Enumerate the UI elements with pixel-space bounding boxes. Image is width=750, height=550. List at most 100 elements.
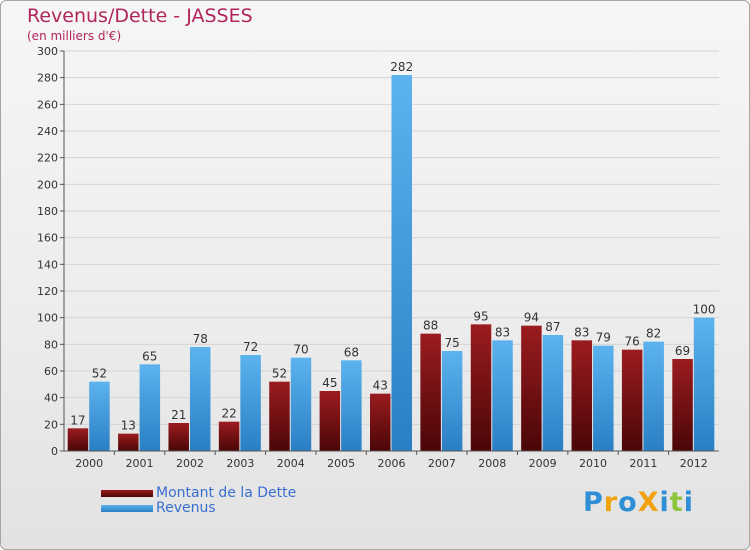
y-tick-label: 100 <box>37 312 58 325</box>
bar-dette <box>672 359 693 451</box>
bar-revenus <box>593 345 614 451</box>
data-label-dette: 94 <box>524 311 539 325</box>
bar-revenus <box>542 335 564 451</box>
data-label-dette: 52 <box>272 367 287 381</box>
data-label-revenus: 82 <box>646 327 661 341</box>
y-tick-label: 140 <box>37 258 58 271</box>
chart-title: Revenus/Dette - JASSES <box>27 5 253 27</box>
x-tick-label: 2005 <box>327 457 355 470</box>
data-label-revenus: 83 <box>495 325 510 339</box>
bar-dette <box>420 333 441 451</box>
logo-letter: o <box>618 487 638 518</box>
y-tick-label: 60 <box>44 365 58 378</box>
bar-revenus <box>441 351 463 451</box>
legend-swatch-revenus <box>101 505 153 512</box>
bar-dette <box>621 349 643 451</box>
data-label-dette: 17 <box>70 413 85 427</box>
y-tick-label: 240 <box>37 125 58 138</box>
data-label-dette: 21 <box>171 408 186 422</box>
bars <box>67 75 715 451</box>
bar-dette <box>319 391 341 451</box>
y-tick-label: 280 <box>37 72 58 85</box>
x-tick-label: 2000 <box>75 457 103 470</box>
logo-letter: P <box>583 487 604 518</box>
logo-letter: t <box>669 487 684 518</box>
data-label-revenus: 282 <box>390 60 413 74</box>
y-tick-label: 200 <box>37 178 58 191</box>
bar-dette <box>168 423 189 451</box>
bar-dette <box>470 324 492 451</box>
x-tick-label: 2012 <box>680 457 708 470</box>
data-label-revenus: 87 <box>545 320 560 334</box>
data-label-dette: 76 <box>625 335 640 349</box>
x-tick-label: 2006 <box>378 457 406 470</box>
logo-letter: i <box>659 487 670 518</box>
bar-revenus <box>240 355 261 451</box>
data-label-dette: 95 <box>473 309 488 323</box>
data-label-revenus: 70 <box>293 343 308 357</box>
data-label-dette: 69 <box>675 344 690 358</box>
data-label-revenus: 100 <box>693 303 716 317</box>
data-label-dette: 83 <box>574 325 589 339</box>
data-label-dette: 22 <box>221 407 236 421</box>
data-label-dette: 88 <box>423 319 438 333</box>
data-labels: 17 52 13 65 21 78 22 72 52 70 45 68 43 282 88 75 95 83 94 8… <box>70 60 715 433</box>
legend-label-debt: Montant de la Dette <box>156 485 297 501</box>
bar-dette <box>521 325 542 451</box>
x-tick-label: 2009 <box>529 457 557 470</box>
data-label-revenus: 68 <box>344 345 359 359</box>
legend-swatch-debt <box>101 490 153 497</box>
logo-letter: r <box>603 487 619 518</box>
data-label-dette: 13 <box>121 419 136 433</box>
data-label-revenus: 79 <box>596 331 611 345</box>
bar-revenus <box>643 341 664 451</box>
logo-letter: X <box>637 487 660 518</box>
bar-revenus <box>189 347 211 451</box>
bar-dette <box>370 393 391 451</box>
x-tick-label: 2008 <box>478 457 506 470</box>
data-label-dette: 45 <box>322 376 337 390</box>
bar-dette <box>67 428 89 451</box>
data-label-revenus: 52 <box>92 367 107 381</box>
bar-revenus <box>290 357 312 451</box>
bar-dette <box>118 433 139 451</box>
y-tick-label: 20 <box>44 418 58 431</box>
bar-revenus <box>693 317 715 451</box>
x-tick-label: 2007 <box>428 457 456 470</box>
bar-revenus <box>341 360 362 451</box>
x-tick-label: 2003 <box>226 457 254 470</box>
logo-letter: i <box>683 487 694 518</box>
x-tick-label: 2004 <box>277 457 305 470</box>
axes: 0 20 40 60 80 100 120 140 160 180 200 220 240 260 280 3… <box>37 45 719 470</box>
bar-dette <box>218 421 240 451</box>
y-tick-label: 260 <box>37 98 58 111</box>
bar-dette <box>571 340 593 451</box>
x-tick-label: 2011 <box>629 457 657 470</box>
data-label-revenus: 78 <box>193 332 208 346</box>
bar-revenus <box>492 340 513 451</box>
y-tick-label: 80 <box>44 338 58 351</box>
x-tick-label: 2001 <box>126 457 154 470</box>
y-tick-label: 120 <box>37 285 58 298</box>
y-tick-label: 40 <box>44 392 58 405</box>
data-label-revenus: 65 <box>142 349 157 363</box>
data-label-revenus: 72 <box>243 340 258 354</box>
y-tick-label: 0 <box>51 445 58 458</box>
bar-revenus <box>139 364 161 451</box>
data-label-dette: 43 <box>373 379 388 393</box>
proxiti-logo: ProXiti <box>583 487 694 518</box>
x-tick-label: 2010 <box>579 457 607 470</box>
chart-subtitle: (en milliers d'€) <box>27 29 122 43</box>
data-label-revenus: 75 <box>444 336 459 350</box>
bar-revenus <box>391 75 412 451</box>
bar-revenus <box>89 381 110 451</box>
y-tick-label: 300 <box>37 45 58 58</box>
bar-dette <box>269 381 290 451</box>
y-tick-label: 180 <box>37 205 58 218</box>
x-tick-label: 2002 <box>176 457 204 470</box>
y-tick-label: 160 <box>37 232 58 245</box>
legend-label-revenus: Revenus <box>156 500 216 516</box>
y-tick-label: 220 <box>37 152 58 165</box>
